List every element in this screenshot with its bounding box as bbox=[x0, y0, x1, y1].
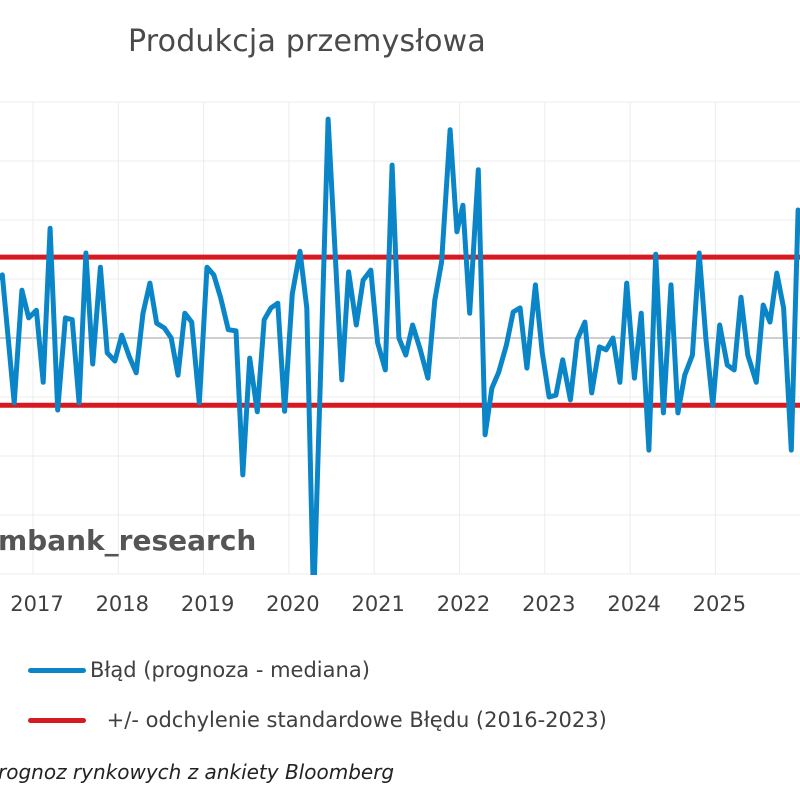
x-tick-label: 2017 bbox=[10, 592, 64, 616]
x-tick-label: 2019 bbox=[180, 592, 235, 616]
error-series-line bbox=[0, 116, 800, 575]
x-tick-label: 2022 bbox=[436, 592, 491, 616]
blue-line-swatch-icon bbox=[28, 667, 86, 673]
chart-title: Produkcja przemysłowa bbox=[128, 24, 486, 59]
source-note: rognoz rynkowych z ankiety Bloomberg bbox=[0, 760, 395, 784]
watermark-text: mbank_research bbox=[0, 524, 257, 557]
legend-item-std-dev[interactable]: +/- odchylenie standardowe Błędu (2016-2… bbox=[28, 700, 607, 740]
legend-label: Błąd (prognoza - mediana) bbox=[90, 658, 370, 682]
x-tick-label: 2020 bbox=[266, 592, 320, 616]
x-tick-label: 2021 bbox=[351, 592, 405, 616]
x-tick-label: 2023 bbox=[522, 592, 576, 616]
legend-label: +/- odchylenie standardowe Błędu (2016-2… bbox=[100, 708, 607, 732]
std-dev-band-lines bbox=[0, 254, 800, 408]
x-tick-label: 2025 bbox=[692, 592, 747, 616]
x-tick-label: 2024 bbox=[607, 592, 661, 616]
gridlines bbox=[0, 101, 800, 575]
legend: Błąd (prognoza - mediana) +/- odchylenie… bbox=[28, 650, 607, 750]
red-line-swatch-icon bbox=[28, 717, 86, 723]
x-tick-label: 2018 bbox=[95, 592, 150, 616]
legend-item-error[interactable]: Błąd (prognoza - mediana) bbox=[28, 650, 607, 690]
